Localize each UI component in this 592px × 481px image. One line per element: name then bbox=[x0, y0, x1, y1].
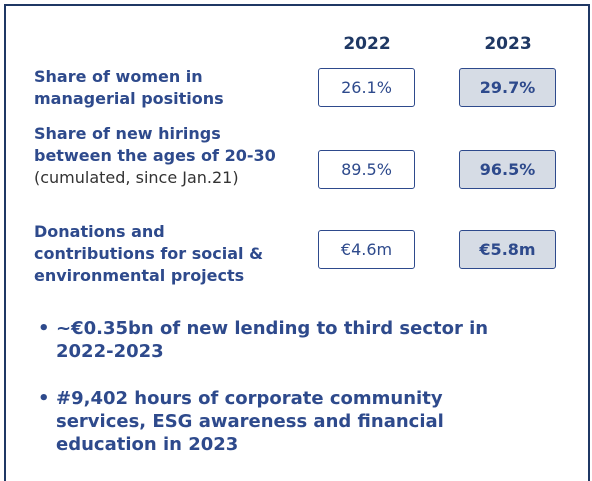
row-label: between the ages of 20-30 bbox=[34, 146, 276, 165]
row-label: environmental projects bbox=[34, 266, 245, 285]
row-label: contributions for social & bbox=[34, 244, 264, 263]
bullet-text: education in 2023 bbox=[56, 434, 239, 455]
bullet-text: services, ESG awareness and financial bbox=[56, 411, 444, 432]
row-label: managerial positions bbox=[34, 89, 224, 108]
value-box: 89.5% bbox=[318, 150, 415, 189]
value-box: 96.5% bbox=[459, 150, 556, 189]
bullet-text: 2022-2023 bbox=[56, 341, 164, 362]
column-header: 2022 bbox=[343, 34, 391, 54]
value-box: €4.6m bbox=[318, 230, 415, 269]
row-label: Share of women in bbox=[34, 67, 203, 86]
frame bbox=[4, 4, 590, 481]
value-box: 29.7% bbox=[459, 68, 556, 107]
row-label: Share of new hirings bbox=[34, 124, 221, 143]
column-header: 2023 bbox=[484, 34, 532, 54]
row-label: Donations and bbox=[34, 222, 165, 241]
value-box: 26.1% bbox=[318, 68, 415, 107]
bullet-text: #9,402 hours of corporate community bbox=[56, 388, 443, 409]
bullet-text: ~€0.35bn of new lending to third sector … bbox=[56, 318, 489, 339]
bullet-dot: • bbox=[38, 388, 50, 409]
value-box: €5.8m bbox=[459, 230, 556, 269]
row-note: (cumulated, since Jan.21) bbox=[34, 168, 239, 187]
bullet-dot: • bbox=[38, 318, 50, 339]
